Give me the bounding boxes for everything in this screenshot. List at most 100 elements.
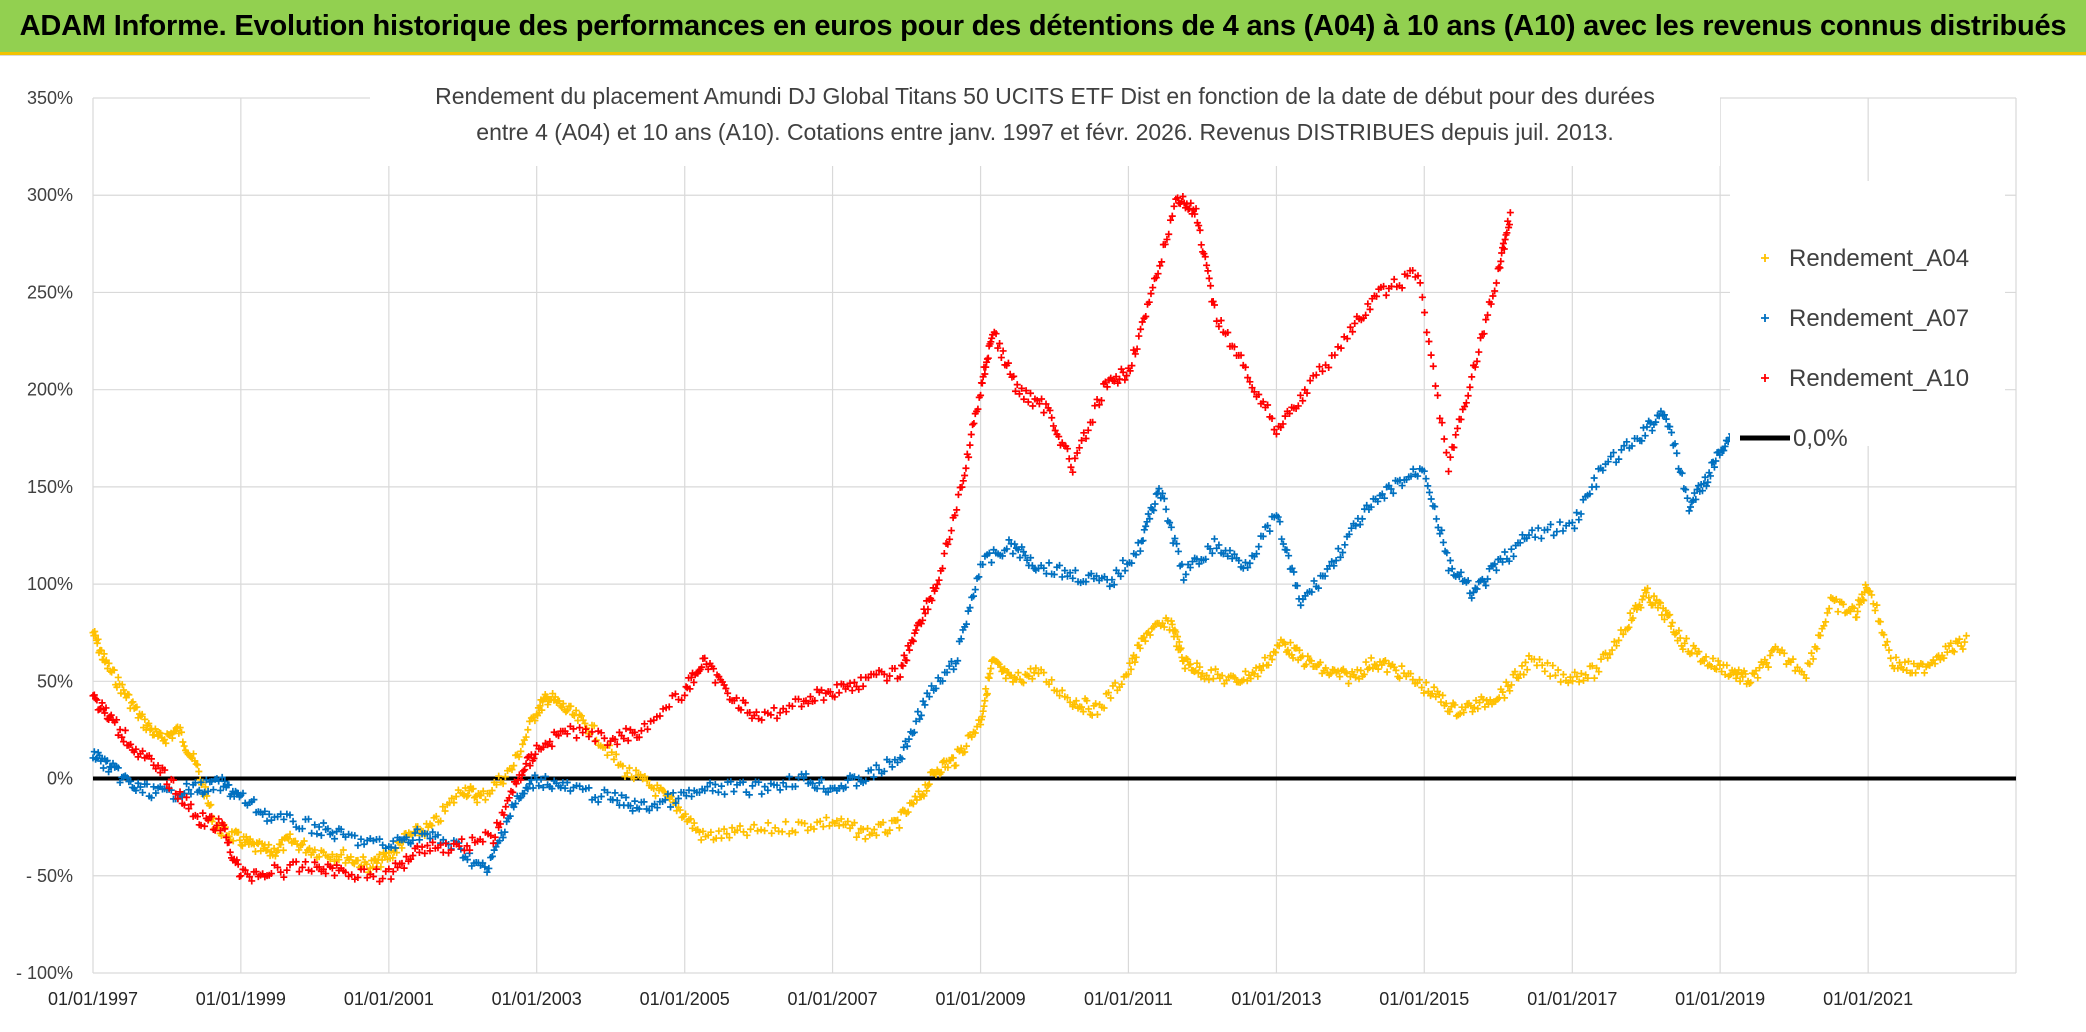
point-marker bbox=[824, 788, 832, 796]
x-tick-label: 01/01/2019 bbox=[1675, 989, 1765, 1009]
point-marker bbox=[935, 576, 943, 584]
point-marker bbox=[180, 801, 188, 809]
point-marker bbox=[909, 637, 917, 645]
point-marker bbox=[721, 790, 729, 798]
point-marker bbox=[204, 787, 212, 795]
point-marker bbox=[1710, 463, 1718, 471]
point-marker bbox=[905, 646, 913, 654]
point-marker bbox=[1148, 505, 1156, 513]
point-marker bbox=[697, 836, 705, 844]
point-marker bbox=[1016, 554, 1024, 562]
point-marker bbox=[1475, 348, 1483, 356]
point-marker bbox=[1453, 424, 1461, 432]
point-marker bbox=[477, 791, 485, 799]
point-marker bbox=[1431, 503, 1439, 511]
point-marker bbox=[1442, 699, 1450, 707]
point-marker bbox=[1176, 646, 1184, 654]
legend-swatch bbox=[1761, 254, 1769, 262]
point-marker bbox=[645, 806, 653, 814]
data-point bbox=[342, 830, 390, 852]
point-marker bbox=[562, 708, 570, 716]
point-marker bbox=[128, 699, 136, 707]
point-marker bbox=[1892, 653, 1900, 661]
point-marker bbox=[263, 846, 271, 854]
point-marker bbox=[1205, 676, 1213, 684]
point-marker bbox=[1528, 526, 1536, 534]
point-marker bbox=[611, 735, 619, 743]
point-marker bbox=[147, 755, 155, 763]
point-marker bbox=[1854, 607, 1862, 615]
point-marker bbox=[322, 870, 330, 878]
point-marker bbox=[1467, 702, 1475, 710]
data-point bbox=[1180, 655, 1205, 681]
point-marker bbox=[701, 654, 709, 662]
point-marker bbox=[1455, 573, 1463, 581]
point-marker bbox=[1491, 560, 1499, 568]
point-marker bbox=[1167, 523, 1175, 531]
point-marker bbox=[1593, 664, 1601, 672]
point-marker bbox=[468, 834, 476, 842]
point-marker bbox=[261, 807, 269, 815]
point-marker bbox=[971, 586, 979, 594]
point-marker bbox=[1073, 449, 1081, 457]
point-marker bbox=[473, 798, 481, 806]
point-marker bbox=[952, 761, 960, 769]
point-marker bbox=[139, 789, 147, 797]
point-marker bbox=[701, 787, 709, 795]
point-marker bbox=[1392, 666, 1400, 674]
point-marker bbox=[132, 787, 140, 795]
point-marker bbox=[1140, 633, 1148, 641]
point-marker bbox=[1082, 435, 1090, 443]
point-marker bbox=[1196, 663, 1204, 671]
point-marker bbox=[1255, 390, 1263, 398]
point-marker bbox=[588, 728, 596, 736]
point-marker bbox=[1048, 414, 1056, 422]
legend: Rendement_A04 Rendement_A07 Rendement_A10 0… bbox=[1730, 181, 2005, 452]
point-marker bbox=[1471, 363, 1479, 371]
point-marker bbox=[1538, 661, 1546, 669]
point-marker bbox=[535, 782, 543, 790]
point-marker bbox=[1332, 556, 1340, 564]
point-marker bbox=[526, 780, 534, 788]
point-marker bbox=[1373, 292, 1381, 300]
x-tick-label: 01/01/1999 bbox=[196, 989, 286, 1009]
point-marker bbox=[517, 776, 525, 784]
point-marker bbox=[481, 863, 489, 871]
point-marker bbox=[1290, 568, 1298, 576]
point-marker bbox=[1461, 703, 1469, 711]
point-marker bbox=[143, 780, 151, 788]
point-marker bbox=[1367, 654, 1375, 662]
point-marker bbox=[1421, 309, 1429, 317]
point-marker bbox=[1759, 661, 1767, 669]
point-marker bbox=[499, 834, 507, 842]
point-marker bbox=[1470, 703, 1478, 711]
point-marker bbox=[1382, 291, 1390, 299]
point-marker bbox=[1015, 390, 1023, 398]
point-marker bbox=[782, 708, 790, 716]
data-point bbox=[1624, 586, 1649, 633]
point-marker bbox=[1123, 372, 1131, 380]
point-marker bbox=[850, 819, 858, 827]
point-marker bbox=[1151, 500, 1159, 508]
point-marker bbox=[501, 828, 509, 836]
point-marker bbox=[1168, 620, 1176, 628]
point-marker bbox=[263, 817, 271, 825]
point-marker bbox=[1078, 436, 1086, 444]
data-point bbox=[489, 778, 520, 847]
point-marker bbox=[1436, 414, 1444, 422]
point-marker bbox=[335, 856, 343, 864]
point-marker bbox=[1168, 212, 1176, 220]
point-marker bbox=[664, 790, 672, 798]
point-marker bbox=[280, 815, 288, 823]
point-marker bbox=[1883, 638, 1891, 646]
point-marker bbox=[1873, 601, 1881, 609]
point-marker bbox=[120, 738, 128, 746]
point-marker bbox=[1322, 664, 1330, 672]
point-marker bbox=[163, 780, 171, 788]
point-marker bbox=[154, 762, 162, 770]
point-marker bbox=[331, 835, 339, 843]
point-marker bbox=[825, 822, 833, 830]
data-point bbox=[681, 663, 706, 699]
point-marker bbox=[1608, 646, 1616, 654]
